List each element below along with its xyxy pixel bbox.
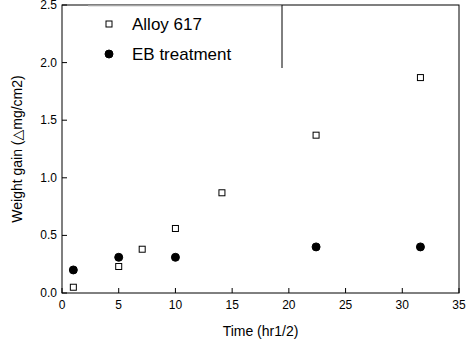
- x-axis-label: Time (hr1/2): [223, 323, 299, 339]
- legend-marker: [105, 50, 113, 58]
- point: [70, 284, 76, 290]
- y-tick-label: 2.0: [40, 56, 57, 70]
- point: [116, 264, 122, 270]
- y-tick: [62, 5, 67, 6]
- point: [313, 132, 319, 138]
- legend: Alloy 617 EB treatment: [88, 5, 282, 68]
- legend-label: EB treatment: [132, 45, 231, 64]
- x-tick: [288, 288, 289, 293]
- x-tick: [232, 288, 233, 293]
- y-tick-label: 0.5: [40, 228, 57, 242]
- x-tick: [459, 288, 460, 293]
- legend-marker: [106, 21, 112, 27]
- point: [312, 243, 320, 251]
- point: [219, 190, 225, 196]
- y-tick: [62, 293, 67, 294]
- plot-frame: [62, 5, 459, 293]
- y-tick-label: 1.5: [40, 113, 57, 127]
- y-tick: [62, 120, 67, 121]
- x-tick-label: 30: [396, 298, 410, 312]
- x-tick: [402, 288, 403, 293]
- y-tick: [62, 177, 67, 178]
- legend-border: [88, 6, 282, 7]
- x-tick-label: 15: [225, 298, 239, 312]
- y-axis-label: Weight gain (△mg/cm2): [9, 75, 25, 222]
- y-tick-label: 2.5: [40, 0, 57, 12]
- x-tick-label: 10: [169, 298, 183, 312]
- legend-label: Alloy 617: [132, 15, 202, 34]
- x-tick-label: 25: [339, 298, 353, 312]
- x-tick: [62, 288, 63, 293]
- point: [416, 243, 424, 251]
- point: [115, 253, 123, 261]
- x-tick: [345, 288, 346, 293]
- point: [172, 225, 178, 231]
- y-tick: [62, 62, 67, 63]
- x-tick-label: 35: [452, 298, 466, 312]
- x-tick-label: 0: [59, 298, 66, 312]
- x-tick: [118, 288, 119, 293]
- y-tick-label: 0.0: [40, 286, 57, 300]
- chart: 0 5 10 15 20 25 30 35 0.0 0.5 1.0 1.5 2.0 2.5 Time (hr…: [0, 0, 467, 345]
- y-tick: [62, 235, 67, 236]
- point: [171, 253, 179, 261]
- x-tick: [175, 288, 176, 293]
- points: [69, 75, 424, 291]
- x-tick-label: 5: [115, 298, 122, 312]
- legend-border: [282, 5, 283, 68]
- point: [417, 75, 423, 81]
- y-tick-label: 1.0: [40, 171, 57, 185]
- point: [69, 266, 77, 274]
- x-tick-label: 20: [282, 298, 296, 312]
- point: [139, 246, 145, 252]
